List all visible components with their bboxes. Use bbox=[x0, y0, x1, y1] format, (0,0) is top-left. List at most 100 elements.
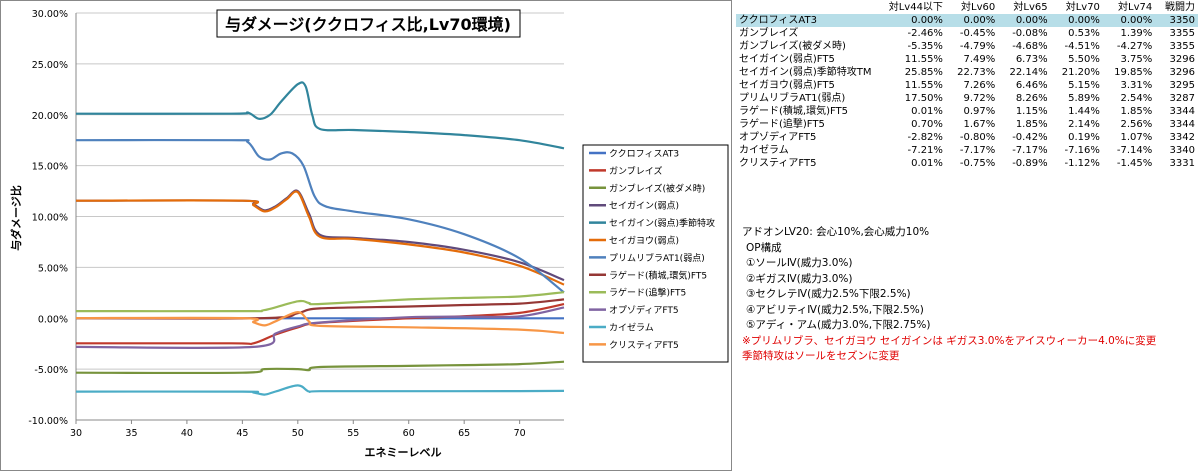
table-row: プリムリブラAT1(弱点) 17.50% 9.72% 8.26% 5.89% 2.54% 3… bbox=[736, 92, 1198, 105]
row-name-cell: ククロフィスAT3 bbox=[736, 14, 875, 27]
series-line bbox=[75, 190, 565, 286]
value-cell: 7.26% bbox=[963, 80, 996, 91]
row-name-cell: セイガヨウ(弱点)FT5 bbox=[739, 80, 835, 91]
value-cell: 0.00% bbox=[1102, 14, 1156, 27]
legend-entry: ガンブレイズ(被ダメ時) bbox=[609, 182, 705, 194]
x-tick-label: 60 bbox=[403, 428, 415, 439]
value-cell: 5.89% bbox=[1068, 93, 1100, 104]
row-name-cell: ガンブレイズ bbox=[739, 28, 799, 39]
value-cell: 0.19% bbox=[1068, 132, 1100, 143]
series-line bbox=[75, 384, 565, 396]
x-tick-label: 50 bbox=[292, 428, 304, 439]
value-cell: -7.21% bbox=[907, 145, 943, 156]
value-cell: 8.26% bbox=[1015, 93, 1048, 104]
value-cell: -4.27% bbox=[1116, 41, 1153, 52]
op-item: ①ソールⅣ(威力3.0%) bbox=[746, 257, 853, 269]
table-row: ククロフィスAT3 0.00% 0.00% 0.00% 0.00% 0.00% 3350 bbox=[736, 14, 1198, 27]
value-cell: 3.31% bbox=[1120, 80, 1153, 91]
x-tick-label: 65 bbox=[458, 428, 470, 439]
y-tick-labels: 30.00% 25.00% 20.00% 15.00% 10.00% 5.00% 0.00%… bbox=[28, 9, 68, 427]
y-tick-label: 5.00% bbox=[38, 263, 68, 274]
value-cell: -7.16% bbox=[1064, 145, 1100, 156]
legend-entry: ガンブレイズ bbox=[609, 165, 662, 177]
value-cell: 0.00% bbox=[1050, 14, 1103, 27]
row-name-cell: オプゾディアFT5 bbox=[739, 132, 817, 143]
value-cell: 25.85% bbox=[904, 67, 943, 78]
legend-entry: ラゲード(積城,環気)FT5 bbox=[609, 269, 707, 281]
value-cell: -2.82% bbox=[907, 132, 943, 143]
value-cell: -0.08% bbox=[1012, 28, 1048, 39]
table-row: ラゲード(追撃)FT5 0.70% 1.67% 1.85% 2.14% 2.56% 3344 bbox=[736, 118, 1198, 131]
value-cell: 19.85% bbox=[1114, 67, 1153, 78]
legend-box bbox=[582, 144, 729, 363]
x-tick-label: 55 bbox=[347, 428, 359, 439]
table-row: ガンブレイズ(被ダメ時) -5.35% -4.79% -4.68% -4.51% -4.2… bbox=[736, 40, 1198, 53]
table-header-row: 対Lv44以下 対Lv60 対Lv65 対Lv70 対Lv74 戦闘力 bbox=[736, 1, 1198, 14]
y-tick-label: 15.00% bbox=[32, 162, 68, 173]
row-name-cell: セイガイン(弱点)季節特攻TM bbox=[739, 67, 872, 78]
legend-entry: セイガイン(弱点)季節特攻 bbox=[609, 217, 715, 229]
row-name-cell: セイガイン(弱点)FT5 bbox=[739, 54, 835, 65]
table-row: セイガヨウ(弱点)FT5 11.55% 7.26% 6.46% 5.15% 3.31% 32… bbox=[736, 79, 1198, 92]
row-name-cell: カイゼラム bbox=[739, 145, 789, 156]
series-lines bbox=[75, 81, 565, 396]
value-cell: 0.00% bbox=[945, 14, 999, 27]
op-item: ⑤アディ・アム(威力3.0%,下限2.75%) bbox=[746, 319, 931, 331]
y-tick-label: 0.00% bbox=[38, 314, 68, 325]
y-axis-label: 与ダメージ比 bbox=[9, 185, 23, 250]
value-cell: 3344 bbox=[1169, 119, 1195, 130]
value-cell: 9.72% bbox=[963, 93, 996, 104]
x-tick-label: 45 bbox=[236, 428, 248, 439]
legend-entry: セイガイン(弱点) bbox=[609, 201, 679, 212]
value-cell: 0.00% bbox=[998, 14, 1051, 27]
table-row: ラゲード(積城,環気)FT5 0.01% 0.97% 1.15% 1.44% 1.85% 3… bbox=[736, 105, 1198, 118]
legend-entry: カイゼラム bbox=[609, 322, 654, 334]
value-cell: 2.54% bbox=[1120, 93, 1153, 104]
row-name-cell: ラゲード(追撃)FT5 bbox=[739, 119, 825, 130]
value-cell: 7.49% bbox=[963, 54, 996, 65]
value-cell: 3344 bbox=[1169, 106, 1195, 117]
table-row: ガンブレイズ -2.46% -0.45% -0.08% 0.53% 1.39% 3355 bbox=[736, 27, 1198, 40]
op-item: ③セクレテⅣ(威力2.5%下限2.5%) bbox=[746, 288, 911, 300]
notes: アドオンLV20: 会心10%,会心威力10% OP構成 ①ソールⅣ(威力3.0… bbox=[742, 225, 1156, 365]
value-cell: -7.17% bbox=[1012, 145, 1048, 156]
value-cell: 17.50% bbox=[904, 93, 943, 104]
table-header-cell: 対Lv65 bbox=[1013, 2, 1048, 13]
value-cell: 3296 bbox=[1169, 54, 1195, 65]
value-cell: 5.15% bbox=[1068, 80, 1100, 91]
value-cell: 5.50% bbox=[1068, 54, 1100, 65]
x-tick-label: 40 bbox=[181, 428, 193, 439]
value-cell: 11.55% bbox=[904, 80, 943, 91]
legend-entry: クリスティアFT5 bbox=[609, 340, 679, 351]
table-header-cell: 対Lv60 bbox=[961, 2, 996, 13]
legend-entry: ラゲード(追撃)FT5 bbox=[609, 287, 686, 299]
value-cell: 1.85% bbox=[1015, 119, 1048, 130]
value-cell: -2.46% bbox=[907, 28, 943, 39]
x-tick-label: 30 bbox=[70, 428, 82, 439]
value-cell: 2.14% bbox=[1068, 119, 1100, 130]
row-name-cell: ラゲード(積城,環気)FT5 bbox=[739, 106, 849, 117]
legend-entry: オプゾディアFT5 bbox=[609, 304, 679, 316]
op-item: ②ギガスⅣ(威力3.0%) bbox=[746, 272, 853, 285]
value-cell: 3340 bbox=[1169, 145, 1195, 156]
table-body: ククロフィスAT3 0.00% 0.00% 0.00% 0.00% 0.00% 3350 ガン… bbox=[736, 14, 1198, 170]
value-cell: 0.01% bbox=[911, 106, 943, 117]
legend-entry: プリムリブラAT1(弱点) bbox=[609, 252, 705, 264]
op-list: ①ソールⅣ(威力3.0%) ②ギガスⅣ(威力3.0%) ③セクレテⅣ(威力2.5%下… bbox=[742, 256, 1156, 334]
value-cell: -0.42% bbox=[1012, 132, 1048, 143]
value-cell: 1.07% bbox=[1120, 132, 1153, 143]
value-cell: 1.67% bbox=[963, 119, 996, 130]
value-cell: 21.20% bbox=[1061, 67, 1100, 78]
value-cell: 6.73% bbox=[1015, 54, 1048, 65]
table-header-cell: 対Lv70 bbox=[1065, 2, 1100, 13]
value-cell: -4.79% bbox=[959, 41, 996, 52]
x-tick-label: 35 bbox=[125, 428, 137, 439]
table-header-cell: 対Lv74 bbox=[1118, 2, 1153, 13]
value-cell: 3350 bbox=[1155, 14, 1198, 27]
value-cell: -1.12% bbox=[1064, 158, 1100, 169]
value-cell: -0.89% bbox=[1012, 158, 1048, 169]
op-item: ④アビリティⅣ(威力2.5%,下限2.5%) bbox=[746, 303, 924, 316]
value-cell: -1.45% bbox=[1116, 158, 1153, 169]
value-cell: -4.51% bbox=[1064, 41, 1100, 52]
row-name-cell: プリムリブラAT1(弱点) bbox=[739, 93, 846, 104]
